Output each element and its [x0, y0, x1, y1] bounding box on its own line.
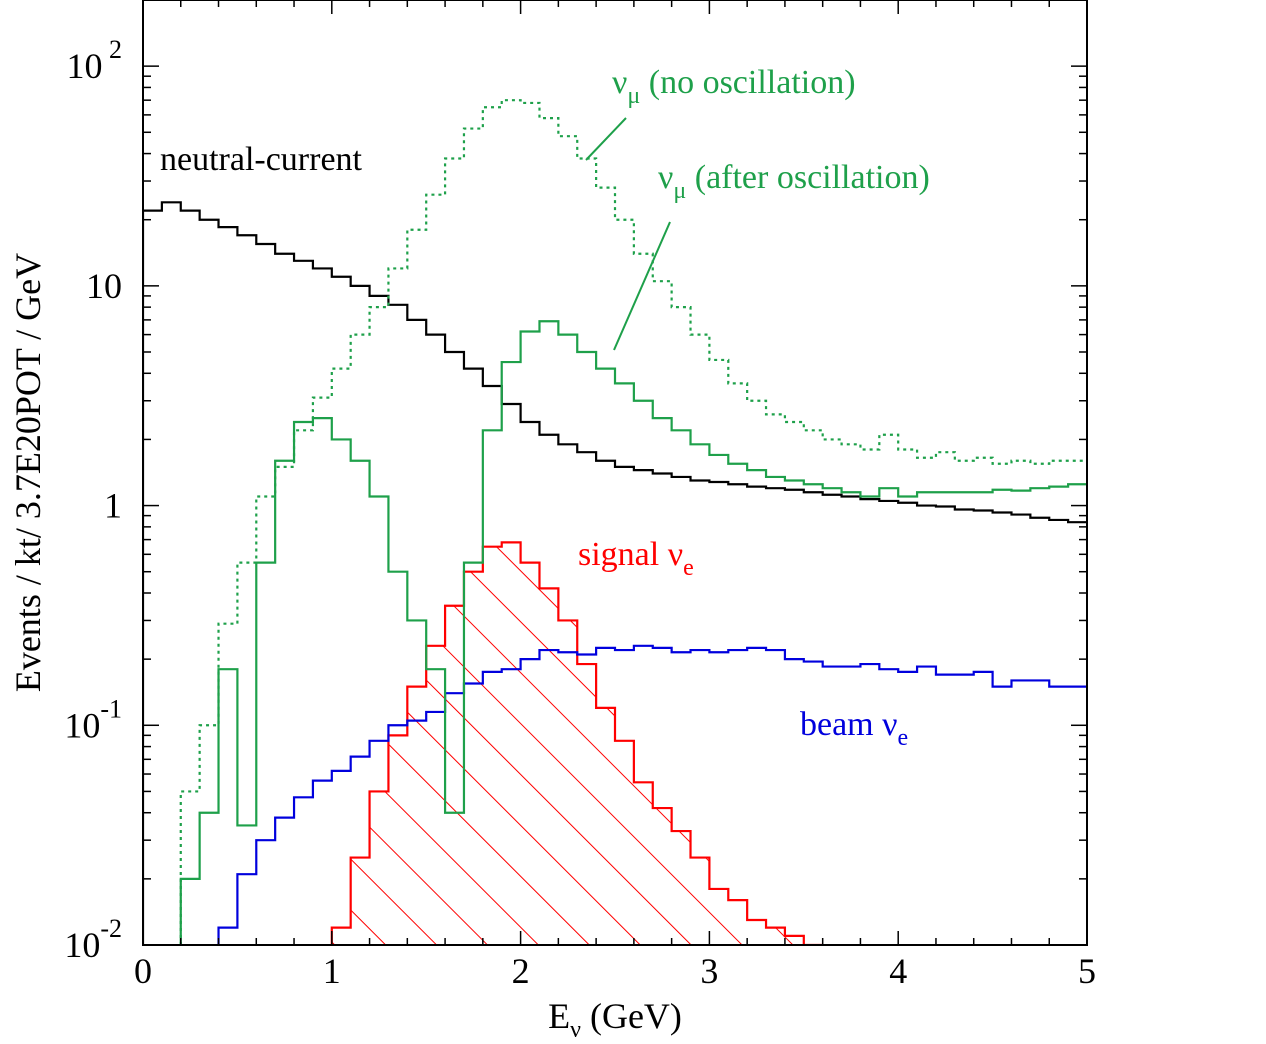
- series-nc: [143, 201, 1087, 945]
- series-group: [143, 99, 1087, 945]
- x-tick-label: 1: [323, 951, 341, 991]
- annotation-beam_label: beam νe: [800, 706, 908, 751]
- annotation-signal_label: signal νe: [578, 536, 694, 581]
- y-tick-label: 10: [86, 266, 122, 306]
- y-tick-label: 1: [104, 486, 122, 526]
- series-signal_nue: [330, 541, 823, 945]
- x-tick-label: 0: [134, 951, 152, 991]
- x-tick-label: 3: [700, 951, 718, 991]
- plot-area: [143, 99, 1087, 945]
- x-tick-label: 2: [512, 951, 530, 991]
- series-beam_nue-line: [217, 644, 1087, 945]
- annotation-numu_osc_label: νμ (after oscillation): [658, 159, 930, 204]
- leader-numu-noosc: [585, 117, 627, 161]
- series-numu_noosc: [179, 99, 1087, 945]
- series-beam_nue: [217, 644, 1087, 945]
- y-tick-label: 10-1: [64, 694, 122, 745]
- series-numu_osc: [179, 320, 1087, 945]
- series-signal_nue-fill: [331, 542, 823, 945]
- annotations: neutral-current νμ (no oscillation) νμ (af…: [160, 64, 930, 751]
- series-numu_noosc-line: [179, 99, 1087, 945]
- y-axis-title: Events / kt/ 3.7E20POT / GeV: [8, 253, 48, 692]
- y-tick-label: 10 2: [67, 35, 123, 86]
- leader-numu-osc: [613, 221, 671, 351]
- series-numu_osc-line: [179, 320, 1087, 945]
- x-tick-label: 5: [1078, 951, 1096, 991]
- x-axis-title: Eν (GeV): [548, 996, 682, 1043]
- plot-frame: [142, 0, 1088, 946]
- x-tick-label: 4: [889, 951, 907, 991]
- annotation-numu_noosc_label: νμ (no oscillation): [612, 64, 856, 109]
- series-signal_nue-line: [330, 541, 823, 945]
- annotation-nc_label: neutral-current: [160, 141, 363, 178]
- y-tick-label: 10-2: [64, 914, 122, 965]
- series-nc-line: [143, 201, 1087, 945]
- axes: 0 1 2 3 4 5 10-2 10-1 1 10 10 2 Eν (GeV) Events / kt…: [8, 0, 1096, 1043]
